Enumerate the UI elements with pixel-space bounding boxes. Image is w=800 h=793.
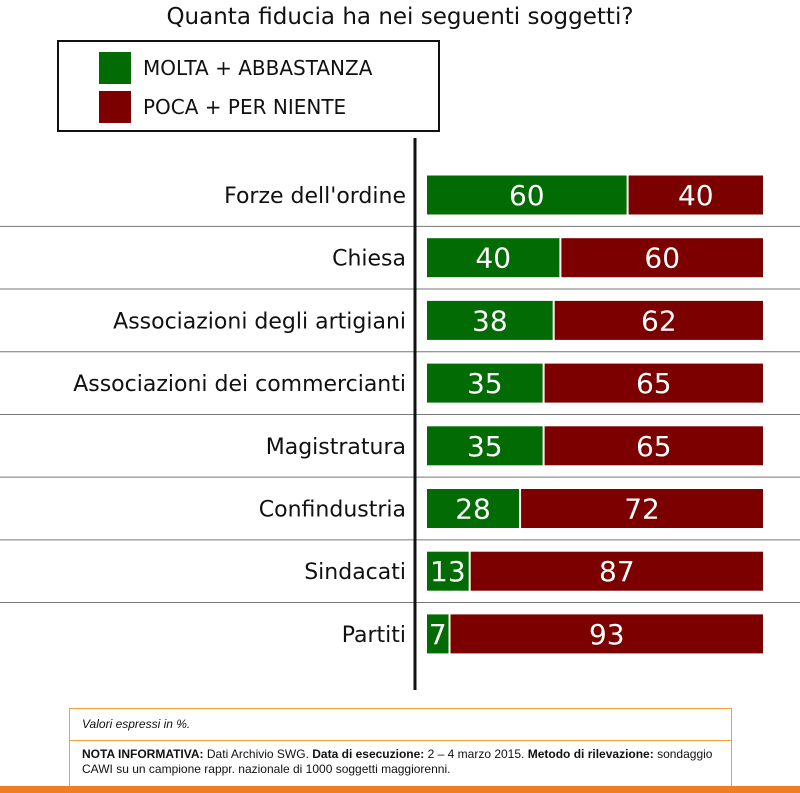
bar-negative bbox=[561, 238, 763, 278]
bar-chart: Forze dell'ordine 60 40 Chiesa 40 60 Associazi… bbox=[0, 138, 800, 690]
bar-negative bbox=[628, 175, 763, 215]
category-label: Associazioni degli artigiani bbox=[113, 309, 406, 334]
bar-negative bbox=[544, 426, 763, 466]
legend-item-positive: MOLTA + ABBASTANZA bbox=[99, 52, 372, 84]
category-label: Partiti bbox=[342, 623, 406, 648]
note-units: Valori espressi in %. bbox=[82, 717, 191, 731]
bar-positive bbox=[427, 551, 469, 591]
chart-title: Quanta fiducia ha nei seguenti soggetti? bbox=[166, 4, 634, 30]
value-label-positive: 35 bbox=[467, 367, 503, 400]
value-label-negative: 72 bbox=[624, 493, 660, 526]
category-label: Chiesa bbox=[332, 247, 406, 272]
legend-swatch-negative bbox=[99, 91, 131, 123]
note-text-date: 2 – 4 marzo 2015. bbox=[427, 747, 525, 761]
category-label: Confindustria bbox=[259, 498, 406, 523]
category-label: Magistratura bbox=[266, 435, 406, 460]
value-label-positive: 38 bbox=[472, 304, 508, 337]
value-label-negative: 62 bbox=[641, 304, 677, 337]
note-separator bbox=[70, 740, 731, 741]
legend-label-positive: MOLTA + ABBASTANZA bbox=[143, 56, 373, 80]
note-info: NOTA INFORMATIVA: Dati Archivio SWG. Dat… bbox=[82, 747, 722, 777]
category-label: Associazioni dei commercianti bbox=[73, 372, 406, 397]
bar-negative bbox=[554, 300, 763, 340]
value-label-positive: 60 bbox=[509, 179, 545, 212]
legend: MOLTA + ABBASTANZA POCA + PER NIENTE bbox=[57, 40, 440, 132]
bar-negative bbox=[450, 614, 763, 654]
category-label: Sindacati bbox=[304, 560, 406, 585]
value-label-positive: 7 bbox=[429, 618, 447, 651]
value-label-negative: 40 bbox=[678, 179, 714, 212]
note-label-method: Metodo di rilevazione: bbox=[527, 747, 654, 761]
bar-positive bbox=[427, 300, 553, 340]
info-note: Valori espressi in %. NOTA INFORMATIVA: … bbox=[69, 708, 732, 788]
bar-positive bbox=[427, 238, 560, 278]
bar-positive bbox=[427, 426, 543, 466]
value-label-positive: 40 bbox=[475, 242, 511, 275]
legend-swatch-positive bbox=[99, 52, 131, 84]
value-label-positive: 28 bbox=[455, 493, 491, 526]
value-label-negative: 65 bbox=[636, 367, 672, 400]
bottom-accent-bar bbox=[0, 786, 800, 793]
note-label-date: Data di esecuzione: bbox=[312, 747, 425, 761]
note-label-info: NOTA INFORMATIVA: bbox=[82, 747, 204, 761]
bar-positive bbox=[427, 175, 627, 215]
value-label-negative: 60 bbox=[644, 242, 680, 275]
note-text-info: Dati Archivio SWG. bbox=[206, 747, 309, 761]
bar-negative bbox=[544, 363, 763, 403]
value-label-negative: 65 bbox=[636, 430, 672, 463]
value-label-negative: 87 bbox=[599, 555, 635, 588]
category-label: Forze dell'ordine bbox=[224, 184, 406, 209]
value-label-positive: 13 bbox=[430, 555, 466, 588]
value-label-positive: 35 bbox=[467, 430, 503, 463]
legend-item-negative: POCA + PER NIENTE bbox=[99, 91, 346, 123]
note-text-method: sondaggio CAWI su un campione rappr. naz… bbox=[82, 747, 713, 776]
bar-negative bbox=[521, 489, 763, 528]
bar-positive bbox=[427, 614, 449, 654]
bar-positive bbox=[427, 363, 543, 403]
value-label-negative: 93 bbox=[589, 618, 625, 651]
legend-label-negative: POCA + PER NIENTE bbox=[143, 95, 347, 119]
bar-negative bbox=[470, 551, 763, 591]
bar-positive bbox=[427, 489, 520, 528]
